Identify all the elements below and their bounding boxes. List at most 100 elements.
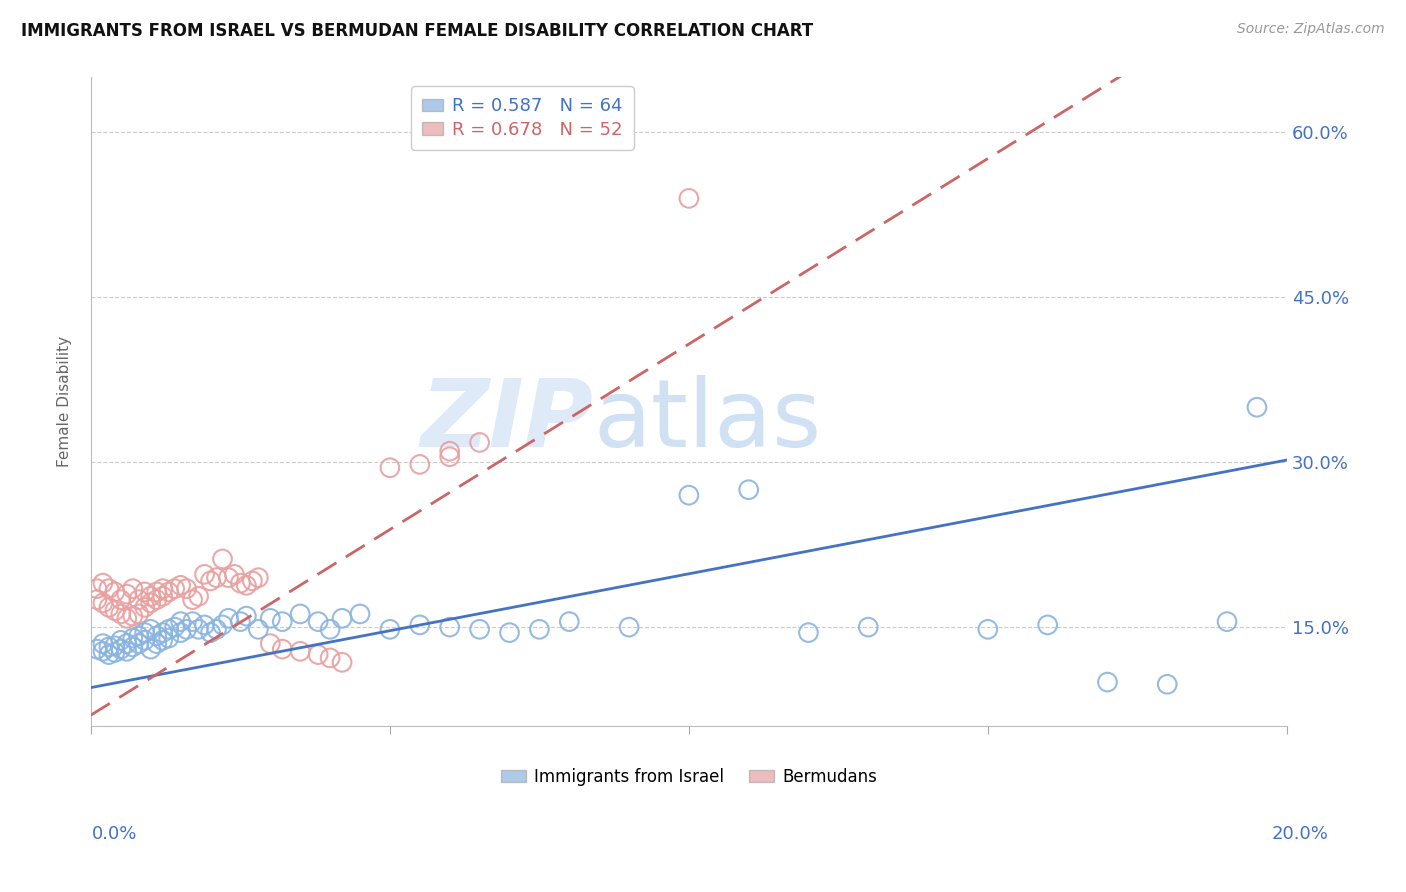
Point: [217, 611, 239, 625]
Point: [110, 633, 132, 648]
Point: [121, 609, 143, 624]
Point: [104, 639, 127, 653]
Point: [187, 623, 209, 637]
Point: [145, 585, 167, 599]
Point: [378, 623, 401, 637]
Text: IMMIGRANTS FROM ISRAEL VS BERMUDAN FEMALE DISABILITY CORRELATION CHART: IMMIGRANTS FROM ISRAEL VS BERMUDAN FEMAL…: [21, 22, 813, 40]
Point: [115, 587, 138, 601]
Point: [157, 585, 180, 599]
Point: [121, 640, 143, 654]
Point: [128, 637, 150, 651]
Point: [247, 571, 270, 585]
Point: [110, 642, 132, 657]
Point: [439, 620, 461, 634]
Point: [678, 191, 700, 205]
Point: [145, 629, 167, 643]
Point: [139, 623, 162, 637]
Point: [91, 596, 114, 610]
Point: [290, 644, 312, 658]
Point: [678, 488, 700, 502]
Point: [468, 435, 491, 450]
Point: [97, 640, 120, 654]
Point: [529, 623, 551, 637]
Point: [200, 625, 222, 640]
Point: [97, 582, 120, 596]
Point: [290, 607, 312, 621]
Point: [163, 582, 186, 596]
Point: [224, 567, 246, 582]
Point: [86, 642, 108, 657]
Y-axis label: Female Disability: Female Disability: [58, 336, 72, 467]
Point: [169, 615, 191, 629]
Point: [271, 615, 294, 629]
Point: [259, 637, 281, 651]
Text: 0.0%: 0.0%: [91, 825, 136, 843]
Point: [157, 631, 180, 645]
Point: [152, 582, 174, 596]
Point: [1036, 618, 1059, 632]
Point: [737, 483, 759, 497]
Point: [97, 600, 120, 615]
Point: [110, 592, 132, 607]
Point: [247, 623, 270, 637]
Point: [468, 623, 491, 637]
Point: [91, 576, 114, 591]
Point: [242, 574, 264, 588]
Point: [139, 590, 162, 604]
Point: [152, 625, 174, 640]
Point: [152, 633, 174, 648]
Point: [134, 585, 156, 599]
Point: [115, 644, 138, 658]
Point: [229, 576, 252, 591]
Point: [211, 552, 233, 566]
Point: [91, 637, 114, 651]
Point: [115, 637, 138, 651]
Point: [97, 648, 120, 662]
Point: [145, 592, 167, 607]
Point: [115, 611, 138, 625]
Point: [139, 642, 162, 657]
Legend: Immigrants from Israel, Bermudans: Immigrants from Israel, Bermudans: [494, 761, 884, 792]
Point: [128, 592, 150, 607]
Point: [271, 642, 294, 657]
Point: [104, 604, 127, 618]
Point: [307, 615, 329, 629]
Point: [319, 623, 342, 637]
Point: [128, 607, 150, 621]
Point: [187, 590, 209, 604]
Point: [205, 623, 228, 637]
Point: [259, 611, 281, 625]
Point: [181, 615, 204, 629]
Point: [409, 618, 432, 632]
Point: [235, 609, 257, 624]
Point: [121, 582, 143, 596]
Point: [176, 582, 198, 596]
Point: [104, 645, 127, 659]
Point: [176, 623, 198, 637]
Point: [139, 596, 162, 610]
Point: [193, 618, 215, 632]
Point: [163, 620, 186, 634]
Point: [152, 590, 174, 604]
Point: [128, 629, 150, 643]
Point: [200, 574, 222, 588]
Point: [1246, 401, 1268, 415]
Point: [349, 607, 371, 621]
Point: [229, 615, 252, 629]
Point: [858, 620, 880, 634]
Point: [193, 567, 215, 582]
Point: [439, 450, 461, 464]
Point: [307, 648, 329, 662]
Point: [235, 578, 257, 592]
Point: [217, 571, 239, 585]
Point: [797, 625, 820, 640]
Point: [104, 585, 127, 599]
Text: ZIP: ZIP: [420, 376, 593, 467]
Point: [157, 623, 180, 637]
Text: Source: ZipAtlas.com: Source: ZipAtlas.com: [1237, 22, 1385, 37]
Point: [134, 600, 156, 615]
Point: [1216, 615, 1239, 629]
Point: [86, 592, 108, 607]
Point: [169, 578, 191, 592]
Point: [439, 444, 461, 458]
